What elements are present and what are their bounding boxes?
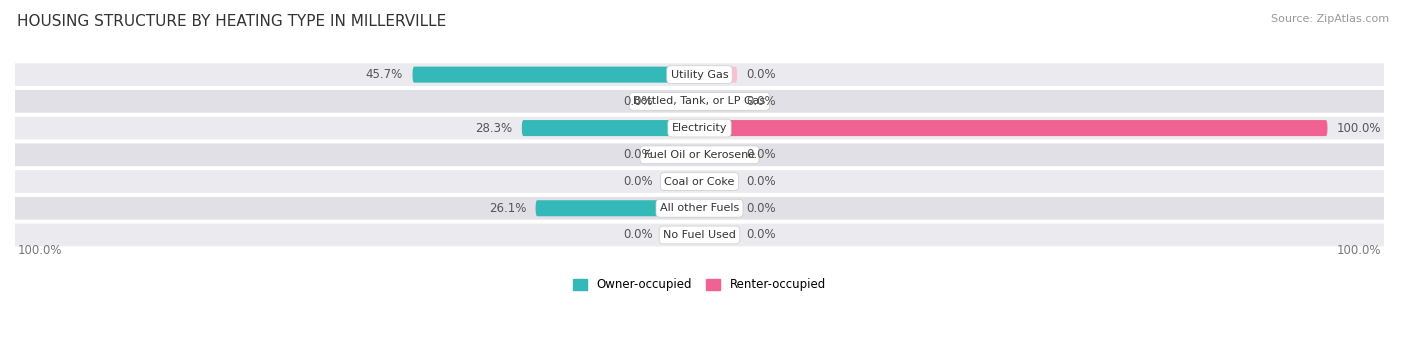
Text: 0.0%: 0.0% xyxy=(623,175,652,188)
FancyBboxPatch shape xyxy=(700,147,737,163)
Text: Source: ZipAtlas.com: Source: ZipAtlas.com xyxy=(1271,14,1389,24)
Legend: Owner-occupied, Renter-occupied: Owner-occupied, Renter-occupied xyxy=(572,278,827,291)
Text: 0.0%: 0.0% xyxy=(747,68,776,81)
FancyBboxPatch shape xyxy=(700,120,1327,136)
FancyBboxPatch shape xyxy=(8,144,1391,166)
FancyBboxPatch shape xyxy=(8,117,1391,139)
Text: 100.0%: 100.0% xyxy=(1336,244,1381,257)
Text: All other Fuels: All other Fuels xyxy=(659,203,740,213)
FancyBboxPatch shape xyxy=(8,197,1391,220)
FancyBboxPatch shape xyxy=(700,200,737,216)
Text: 45.7%: 45.7% xyxy=(366,68,404,81)
FancyBboxPatch shape xyxy=(700,93,737,109)
FancyBboxPatch shape xyxy=(700,227,737,243)
FancyBboxPatch shape xyxy=(700,66,737,83)
Text: 0.0%: 0.0% xyxy=(623,95,652,108)
FancyBboxPatch shape xyxy=(700,174,737,190)
FancyBboxPatch shape xyxy=(536,200,700,216)
Text: Coal or Coke: Coal or Coke xyxy=(664,177,735,187)
Text: 0.0%: 0.0% xyxy=(747,202,776,215)
Text: HOUSING STRUCTURE BY HEATING TYPE IN MILLERVILLE: HOUSING STRUCTURE BY HEATING TYPE IN MIL… xyxy=(17,14,446,29)
FancyBboxPatch shape xyxy=(8,90,1391,113)
Text: Fuel Oil or Kerosene: Fuel Oil or Kerosene xyxy=(644,150,755,160)
FancyBboxPatch shape xyxy=(8,224,1391,246)
Text: 0.0%: 0.0% xyxy=(747,148,776,161)
FancyBboxPatch shape xyxy=(662,227,700,243)
Text: No Fuel Used: No Fuel Used xyxy=(664,230,735,240)
FancyBboxPatch shape xyxy=(8,63,1391,86)
Text: Utility Gas: Utility Gas xyxy=(671,70,728,80)
FancyBboxPatch shape xyxy=(662,93,700,109)
Text: 28.3%: 28.3% xyxy=(475,122,512,135)
Text: 0.0%: 0.0% xyxy=(623,228,652,241)
Text: 0.0%: 0.0% xyxy=(747,175,776,188)
FancyBboxPatch shape xyxy=(662,174,700,190)
Text: 0.0%: 0.0% xyxy=(747,95,776,108)
FancyBboxPatch shape xyxy=(522,120,700,136)
Text: 0.0%: 0.0% xyxy=(623,148,652,161)
Text: Electricity: Electricity xyxy=(672,123,727,133)
FancyBboxPatch shape xyxy=(8,170,1391,193)
Text: Bottled, Tank, or LP Gas: Bottled, Tank, or LP Gas xyxy=(633,97,766,106)
Text: 26.1%: 26.1% xyxy=(489,202,526,215)
Text: 0.0%: 0.0% xyxy=(747,228,776,241)
FancyBboxPatch shape xyxy=(662,147,700,163)
Text: 100.0%: 100.0% xyxy=(1337,122,1381,135)
Text: 100.0%: 100.0% xyxy=(18,244,63,257)
FancyBboxPatch shape xyxy=(412,66,700,83)
